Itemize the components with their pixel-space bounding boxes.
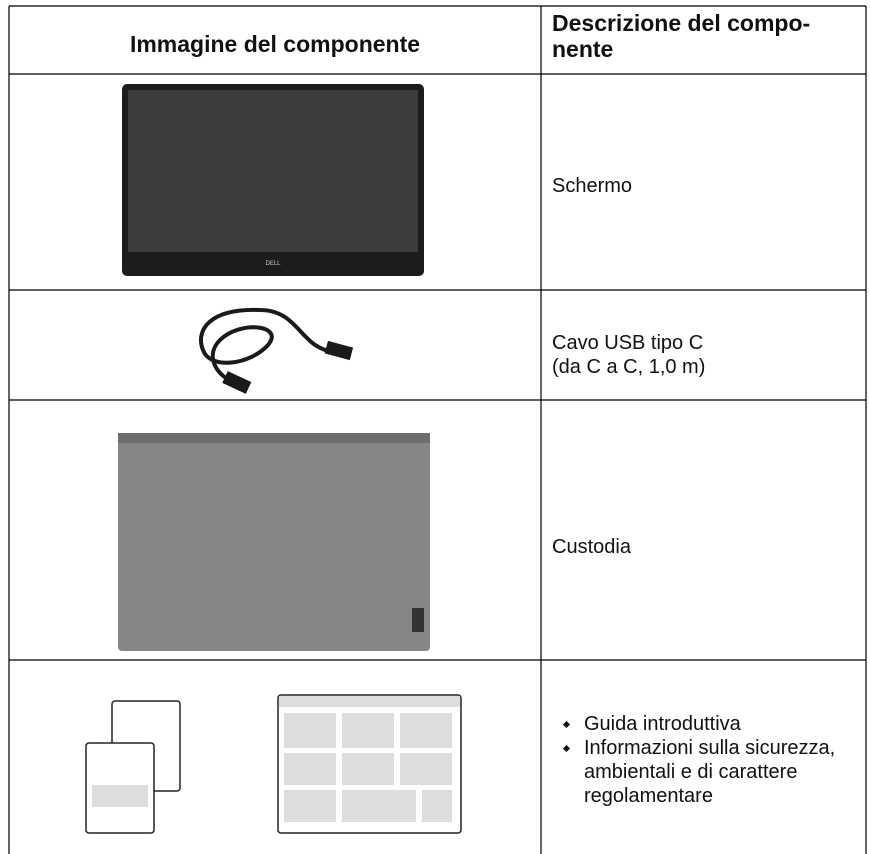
item-list: Guida introduttiva Informazioni sulla si… <box>556 712 836 808</box>
list-item: Informazioni sulla sicurezza, ambientali… <box>556 736 836 808</box>
logo: DELL <box>265 261 281 267</box>
grid <box>8 5 867 854</box>
description-cell: Cavo USB tipo C (da C a C, 1,0 m) <box>552 331 705 379</box>
documents-image <box>85 694 462 834</box>
header-line: nente <box>552 36 614 62</box>
description-line: Custodia <box>552 536 631 558</box>
sleeve-image <box>118 433 430 651</box>
header-cell: Immagine del componente <box>129 31 421 57</box>
description-line: (da C a C, 1,0 m) <box>552 356 706 378</box>
cable-image <box>199 307 354 394</box>
description-line: Schermo <box>552 175 633 197</box>
header-cell: Descrizione del compo-nente <box>552 10 810 62</box>
description-cell: Schermo <box>552 174 632 198</box>
header-line: Descrizione del compo- <box>552 10 811 36</box>
list-item: Guida introduttiva <box>556 712 836 736</box>
monitor-image: DELL <box>122 84 424 276</box>
description-line: Cavo USB tipo C <box>552 332 704 354</box>
description-cell: Custodia <box>552 535 631 559</box>
